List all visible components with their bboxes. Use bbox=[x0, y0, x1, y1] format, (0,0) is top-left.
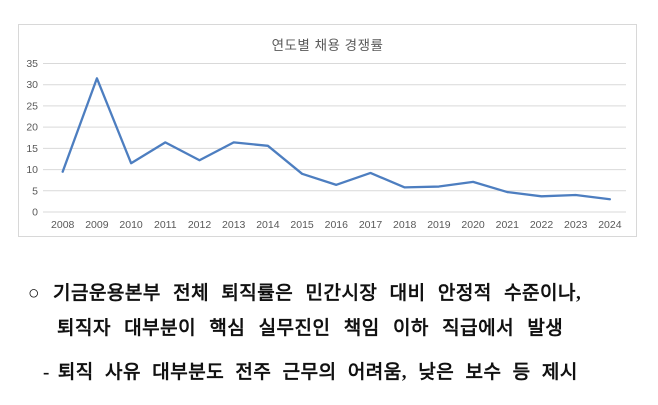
sub-bullet-line: - 퇴직 사유 대부분도 전주 근무의 어려움, 낮은 보수 등 제시 bbox=[43, 357, 578, 384]
bullet-line-1: ○ 기금운용본부 전체 퇴직률은 민간시장 대비 안정적 수준이나, bbox=[28, 278, 581, 305]
x-tick-label: 2014 bbox=[256, 219, 280, 231]
circle-bullet-icon: ○ bbox=[28, 283, 40, 304]
x-tick-label: 2012 bbox=[188, 219, 212, 231]
x-tick-label: 2022 bbox=[530, 219, 554, 231]
bullet-line-1-text: 기금운용본부 전체 퇴직률은 민간시장 대비 안정적 수준이나, bbox=[52, 283, 582, 304]
x-tick-label: 2019 bbox=[427, 219, 451, 231]
x-tick-label: 2008 bbox=[51, 219, 75, 231]
y-tick-label: 15 bbox=[26, 143, 38, 155]
bullet-line-2-text: 퇴직자 대부분이 핵심 실무진인 책임 이하 직급에서 발생 bbox=[57, 318, 564, 339]
x-tick-label: 2013 bbox=[222, 219, 246, 231]
sub-bullet-line-text: 퇴직 사유 대부분도 전주 근무의 어려움, 낮은 보수 등 제시 bbox=[57, 362, 578, 383]
bullet-line-2: 퇴직자 대부분이 핵심 실무진인 책임 이하 직급에서 발생 bbox=[57, 313, 563, 340]
x-tick-label: 2024 bbox=[598, 219, 622, 231]
x-tick-label: 2021 bbox=[496, 219, 520, 231]
x-tick-label: 2009 bbox=[85, 219, 109, 231]
y-tick-label: 30 bbox=[26, 79, 38, 91]
x-tick-label: 2017 bbox=[359, 219, 383, 231]
x-tick-label: 2023 bbox=[564, 219, 588, 231]
recruitment-competition-chart: 연도별 채용 경쟁률 0 5 10 15 20 25 30 35 2008 2009 2010 201… bbox=[18, 24, 637, 237]
x-tick-label: 2011 bbox=[154, 219, 177, 231]
x-tick-label: 2016 bbox=[325, 219, 349, 231]
chart-title: 연도별 채용 경쟁률 bbox=[271, 38, 384, 53]
x-tick-label: 2015 bbox=[290, 219, 314, 231]
y-tick-label: 0 bbox=[32, 207, 38, 219]
competition-rate-line-series bbox=[61, 77, 612, 201]
x-tick-label: 2018 bbox=[393, 219, 417, 231]
y-tick-label: 5 bbox=[32, 185, 38, 197]
y-tick-label: 25 bbox=[26, 100, 38, 112]
y-tick-label: 35 bbox=[26, 58, 38, 70]
line-chart-canvas: 0 5 10 15 20 25 30 35 2008 2009 2010 2011 2012 2013 20… bbox=[26, 58, 626, 231]
y-tick-label: 20 bbox=[26, 122, 38, 134]
x-tick-label: 2020 bbox=[461, 219, 485, 231]
x-tick-label: 2010 bbox=[119, 219, 143, 231]
dash-bullet-icon: - bbox=[43, 362, 50, 383]
y-tick-label: 10 bbox=[26, 164, 38, 176]
